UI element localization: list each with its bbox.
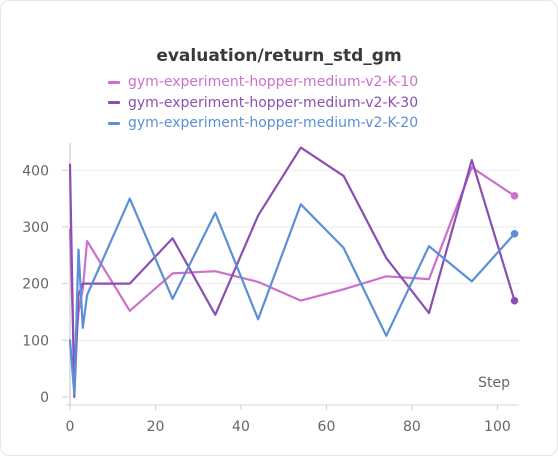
x-tick-label: 40 xyxy=(232,419,250,435)
legend-label-k10: gym-experiment-hopper-medium-v2-K-10 xyxy=(128,74,419,91)
legend-label-k20: gym-experiment-hopper-medium-v2-K-20 xyxy=(128,115,419,132)
series-line-2[interactable] xyxy=(68,146,516,399)
series-line-1[interactable] xyxy=(68,166,516,370)
series-end-point-1[interactable] xyxy=(510,191,519,200)
legend-swatch-k10 xyxy=(108,80,120,84)
legend-item-k20[interactable]: gym-experiment-hopper-medium-v2-K-20 xyxy=(108,113,418,134)
x-axis-label: Step xyxy=(478,375,510,391)
grid-lines xyxy=(70,169,519,341)
x-tick-label: 60 xyxy=(318,419,336,435)
series-end-point-3[interactable] xyxy=(510,229,519,238)
y-tick-label: 300 xyxy=(22,220,49,236)
series-end-point-2[interactable] xyxy=(510,296,519,305)
x-tick-label: 20 xyxy=(147,419,165,435)
y-tick-label: 100 xyxy=(22,333,49,349)
series-layer xyxy=(68,146,519,399)
legend-label-k30: gym-experiment-hopper-medium-v2-K-30 xyxy=(128,94,419,111)
legend: gym-experiment-hopper-medium-v2-K-10 gym… xyxy=(108,72,418,134)
x-tick-label: 0 xyxy=(66,419,75,435)
x-tick-label: 80 xyxy=(403,419,421,435)
series-line-3[interactable] xyxy=(68,197,516,396)
legend-swatch-k30 xyxy=(108,101,120,105)
legend-item-k30[interactable]: gym-experiment-hopper-medium-v2-K-30 xyxy=(108,93,418,114)
axes: 0 100 200 300 400 0 20 40 60 80 100 xyxy=(22,143,519,435)
x-tick-label: 100 xyxy=(484,419,511,435)
y-tick-label: 200 xyxy=(22,277,49,293)
y-tick-label: 400 xyxy=(22,163,49,179)
y-tick-label: 0 xyxy=(40,390,49,406)
legend-swatch-k20 xyxy=(108,121,120,125)
chart-title: evaluation/return_std_gm xyxy=(156,46,402,66)
legend-item-k10[interactable]: gym-experiment-hopper-medium-v2-K-10 xyxy=(108,72,418,93)
